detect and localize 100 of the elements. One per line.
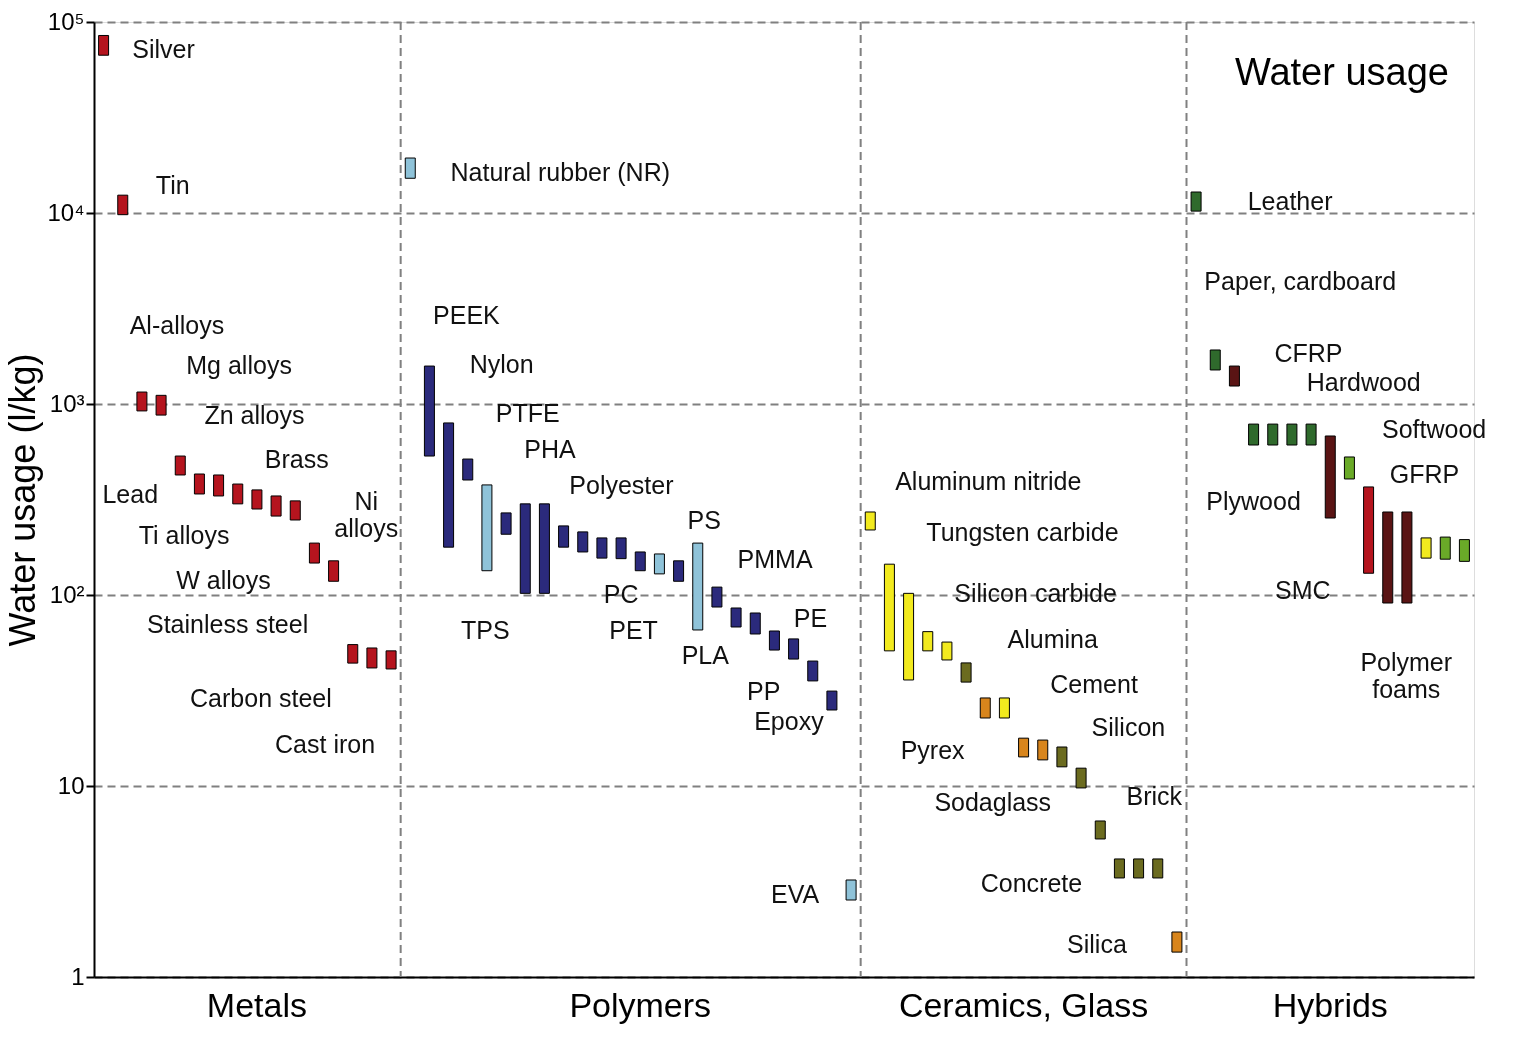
bar bbox=[1248, 423, 1260, 446]
annotation: Cement bbox=[1050, 669, 1138, 698]
bar bbox=[213, 474, 225, 497]
annotation: PHA bbox=[524, 434, 576, 463]
annotation: Zn alloys bbox=[204, 401, 305, 430]
annotation: CFRP bbox=[1274, 339, 1343, 368]
bar bbox=[653, 553, 665, 575]
bar bbox=[615, 537, 627, 560]
bar bbox=[941, 641, 953, 661]
bar bbox=[692, 542, 704, 631]
annotation: Lead bbox=[102, 480, 159, 509]
bar bbox=[998, 697, 1010, 719]
bar bbox=[634, 551, 646, 572]
annotation: Sodaglass bbox=[934, 788, 1052, 817]
annotation: Ti alloys bbox=[138, 520, 230, 549]
bar bbox=[155, 394, 167, 416]
annotation: EVA bbox=[771, 880, 820, 908]
annotation: Brick bbox=[1126, 781, 1183, 810]
bar bbox=[481, 484, 493, 572]
x-tick-label: Hybrids bbox=[1272, 985, 1388, 1024]
annotation: Nylon bbox=[469, 349, 534, 378]
bar bbox=[500, 512, 512, 535]
bar bbox=[903, 592, 915, 681]
bar bbox=[193, 473, 205, 495]
annotation: Tin bbox=[155, 171, 190, 200]
text: Water usage bbox=[1234, 51, 1449, 93]
bar bbox=[1343, 456, 1355, 480]
annotation: GFRP bbox=[1389, 459, 1460, 488]
annotation: PTFE bbox=[495, 399, 560, 428]
annotation: Silica bbox=[1067, 930, 1127, 959]
bar bbox=[883, 563, 895, 652]
annotation: Tungsten carbide bbox=[926, 518, 1119, 547]
annotation: Hardwood bbox=[1306, 368, 1421, 397]
y-tick-label: 1 bbox=[71, 962, 85, 990]
bar bbox=[462, 458, 474, 481]
x-tick-label: Metals bbox=[206, 985, 307, 1024]
annotation: Alumina bbox=[1007, 624, 1098, 653]
annotation: Brass bbox=[264, 445, 329, 474]
bar bbox=[1037, 739, 1049, 761]
bar bbox=[174, 455, 186, 476]
annotation: PS bbox=[687, 505, 721, 534]
x-tick-label: Ceramics, Glass bbox=[898, 985, 1149, 1024]
annotation: Silver bbox=[132, 35, 195, 64]
bar bbox=[960, 662, 972, 683]
bar bbox=[423, 365, 435, 457]
x-tick-label: Polymers bbox=[569, 985, 712, 1024]
bar bbox=[864, 511, 876, 531]
bar bbox=[1018, 737, 1030, 758]
bar bbox=[347, 644, 359, 664]
bar bbox=[768, 630, 780, 651]
annotation: Silicon carbide bbox=[954, 579, 1117, 608]
bar bbox=[1420, 537, 1432, 559]
annotation: TPS bbox=[460, 615, 510, 644]
bar bbox=[749, 612, 761, 635]
annotation: Polyester bbox=[569, 470, 674, 499]
bar bbox=[1228, 365, 1240, 387]
bar bbox=[1152, 858, 1164, 879]
y-tick-label: 10⁴ bbox=[47, 198, 85, 226]
annotation: PMMA bbox=[737, 544, 813, 573]
bar bbox=[1401, 511, 1413, 604]
bar bbox=[807, 660, 819, 682]
bar bbox=[1267, 423, 1279, 446]
bar bbox=[1305, 423, 1317, 446]
y-tick-label: 10² bbox=[49, 580, 85, 608]
annotation: Epoxy bbox=[754, 707, 825, 736]
bar bbox=[1190, 191, 1202, 212]
bar bbox=[1382, 511, 1394, 604]
bar bbox=[385, 650, 397, 670]
bar bbox=[1133, 858, 1145, 879]
bar bbox=[596, 537, 608, 559]
bar bbox=[1324, 435, 1336, 519]
annotation: Polymer foams bbox=[1360, 648, 1453, 704]
annotation: Al-alloys bbox=[129, 311, 225, 340]
annotation: PEEK bbox=[433, 301, 501, 330]
bar bbox=[251, 489, 263, 510]
y-tick-label: 10³ bbox=[49, 389, 85, 417]
bar bbox=[730, 607, 742, 628]
bar bbox=[577, 531, 589, 553]
bar bbox=[289, 500, 301, 521]
bar bbox=[1439, 536, 1451, 560]
bar bbox=[519, 503, 531, 594]
annotation: Concrete bbox=[980, 868, 1083, 897]
annotation: PET bbox=[609, 615, 658, 644]
bar bbox=[845, 879, 857, 901]
annotation: Paper, cardboard bbox=[1204, 266, 1397, 295]
bar bbox=[1094, 820, 1106, 840]
annotation: Leather bbox=[1247, 187, 1333, 216]
annotation: Plywood bbox=[1206, 487, 1301, 516]
annotation: PP bbox=[747, 677, 781, 706]
bar bbox=[1286, 423, 1298, 446]
bar bbox=[1113, 858, 1125, 879]
annotation: SMC bbox=[1274, 576, 1331, 604]
bar bbox=[232, 483, 244, 505]
bar bbox=[366, 647, 378, 669]
bar bbox=[538, 503, 550, 594]
annotation: Pyrex bbox=[900, 736, 966, 765]
bar bbox=[1056, 746, 1068, 768]
y-tick-label: 10⁵ bbox=[47, 7, 85, 35]
bar bbox=[404, 157, 416, 179]
annotation: Carbon steel bbox=[190, 683, 332, 712]
